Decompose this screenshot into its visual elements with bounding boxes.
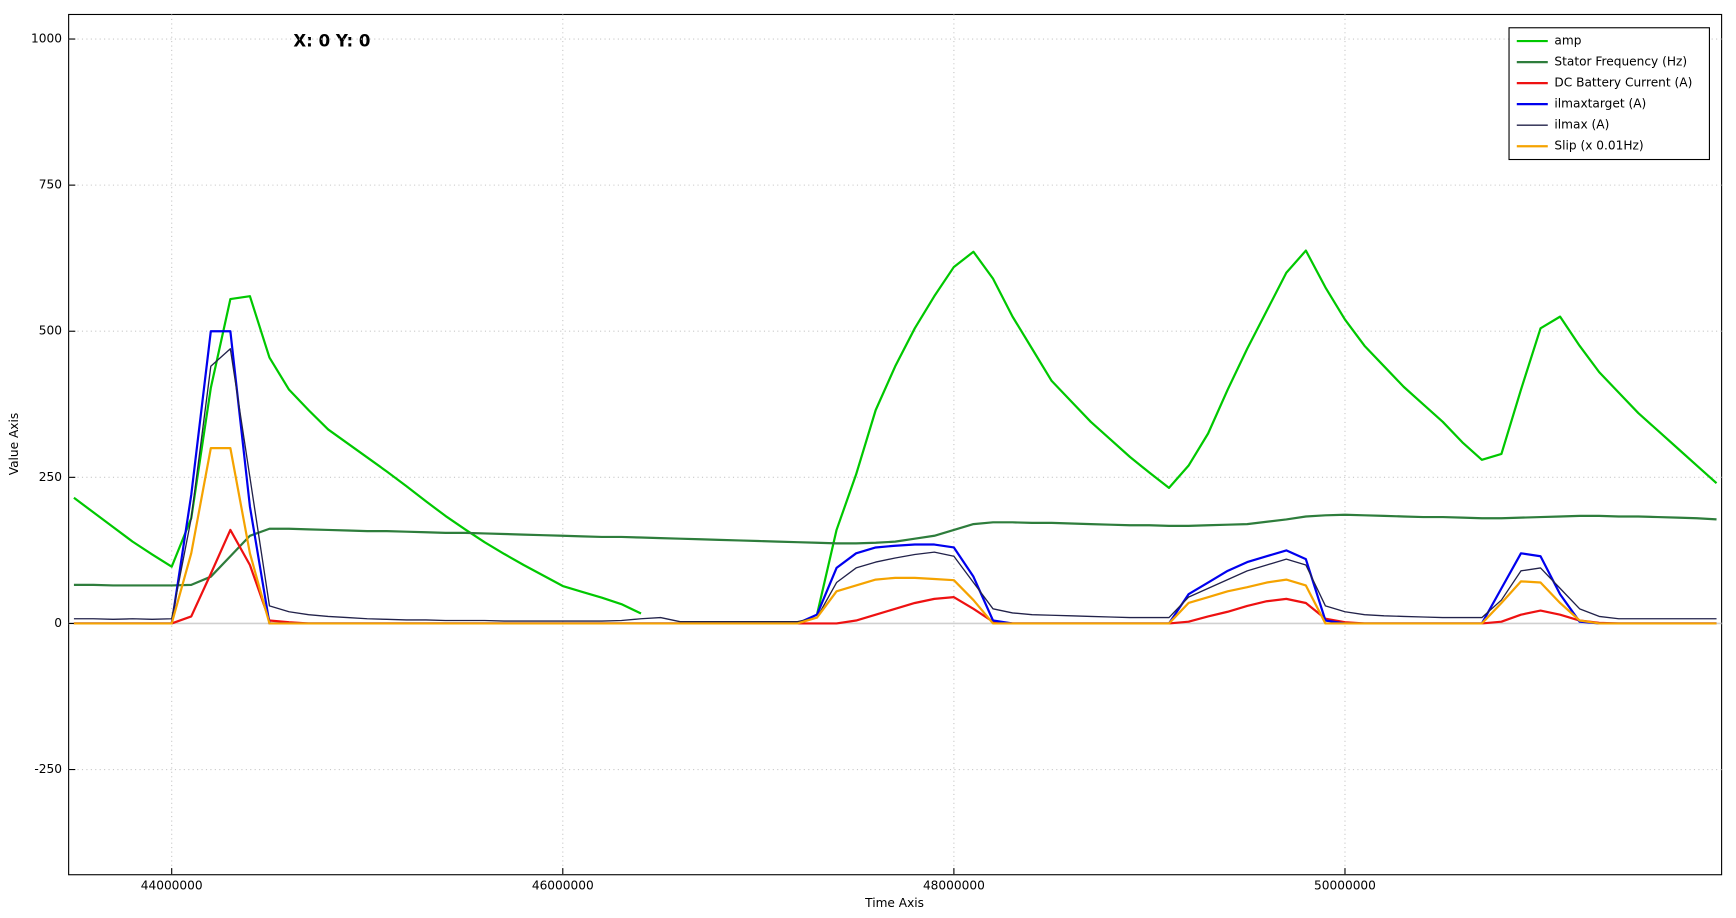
- cursor-readout: X: 0 Y: 0: [293, 32, 370, 51]
- legend: amp Stator Frequency (Hz) DC Battery Curre…: [1508, 27, 1710, 161]
- series-line: [73, 513, 1717, 587]
- legend-label: ilmax (A): [1554, 118, 1609, 132]
- legend-label: amp: [1554, 34, 1581, 48]
- y-tick-label: 500: [39, 324, 62, 338]
- x-tick-label: 44000000: [141, 878, 203, 892]
- legend-label: Slip (x 0.01Hz): [1554, 139, 1643, 153]
- x-tick-label: 48000000: [923, 878, 985, 892]
- series-line: [73, 447, 1717, 625]
- legend-label: Stator Frequency (Hz): [1554, 55, 1687, 69]
- y-tick-label: 250: [39, 470, 62, 484]
- legend-label: DC Battery Current (A): [1554, 76, 1692, 90]
- plot-frame: [68, 13, 1723, 876]
- series-line: [73, 249, 1718, 615]
- x-axis-title: Time Axis: [864, 896, 924, 910]
- y-tick-label: -250: [34, 762, 62, 776]
- x-tick-label: 46000000: [532, 878, 594, 892]
- y-axis-title: Value Axis: [7, 413, 21, 475]
- x-tick-label: 50000000: [1314, 878, 1376, 892]
- legend-label: ilmaxtarget (A): [1554, 97, 1646, 111]
- legend-box: [1508, 27, 1710, 161]
- y-tick-label: 750: [39, 178, 62, 192]
- y-tick-label: 1000: [31, 32, 62, 46]
- y-tick-label: 0: [54, 616, 62, 630]
- series-line: [73, 348, 1717, 623]
